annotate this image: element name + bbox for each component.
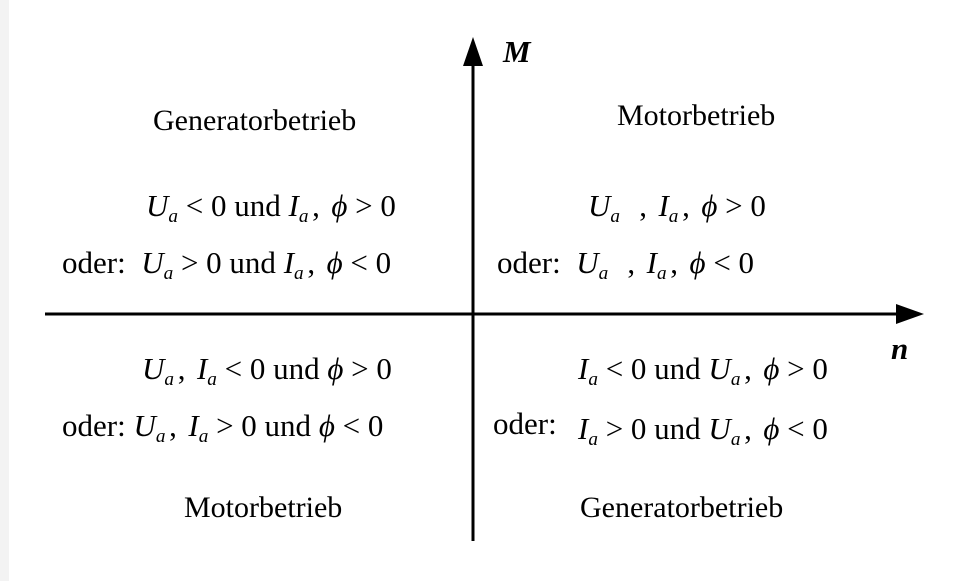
- x-axis-label: n: [891, 331, 909, 366]
- comma: ,: [639, 188, 647, 223]
- comma: ,: [177, 351, 186, 386]
- oder-prefix: oder:: [62, 245, 126, 280]
- symbol-I: I: [658, 188, 669, 223]
- subscript-a: a: [610, 206, 620, 228]
- oder-prefix: oder:: [62, 408, 126, 443]
- symbol-phi: ϕ: [318, 408, 335, 443]
- symbol-I: I: [283, 245, 295, 280]
- lower-left-condition-1: Ua, Ia < 0 und ϕ > 0: [142, 353, 392, 389]
- comma: ,: [627, 245, 636, 280]
- condition-text: < 0 und: [605, 351, 701, 386]
- lower-right-oder-prefix: oder:: [493, 406, 557, 441]
- symbol-U: U: [133, 408, 156, 443]
- symbol-phi: ϕ: [701, 188, 718, 223]
- condition-text: < 0 und: [185, 188, 281, 223]
- subscript-a: a: [730, 369, 741, 391]
- symbol-phi: ϕ: [331, 188, 348, 223]
- subscript-a: a: [668, 206, 679, 228]
- symbol-phi: ϕ: [689, 245, 706, 280]
- condition-text: > 0 und: [216, 408, 312, 443]
- subscript-a: a: [198, 426, 209, 448]
- symbol-U: U: [588, 188, 611, 223]
- condition-text: > 0: [355, 188, 396, 223]
- comma: ,: [169, 408, 177, 443]
- comma: ,: [744, 351, 752, 386]
- subscript-a: a: [163, 263, 174, 285]
- subscript-a: a: [298, 206, 309, 228]
- upper-left-condition-1: Ua < 0 und Ia, ϕ > 0: [146, 190, 396, 226]
- symbol-I: I: [646, 245, 657, 280]
- oder-prefix: oder:: [497, 245, 561, 280]
- comma: ,: [307, 245, 316, 280]
- condition-text: > 0: [351, 351, 392, 386]
- symbol-I: I: [288, 188, 299, 223]
- horizontal-axis-arrowhead: [896, 304, 924, 324]
- subscript-a: a: [168, 206, 178, 228]
- comma: ,: [312, 188, 320, 223]
- y-axis-label: M: [503, 34, 531, 69]
- symbol-phi: ϕ: [763, 411, 780, 446]
- subscript-a: a: [656, 263, 667, 285]
- comma: ,: [682, 188, 690, 223]
- symbol-I: I: [578, 411, 589, 446]
- upper-right-condition-2: oder: Ua , Ia, ϕ < 0: [497, 247, 754, 283]
- condition-text: > 0 und: [605, 411, 701, 446]
- lower-left-title: Motorbetrieb: [184, 491, 343, 524]
- comma: ,: [744, 411, 752, 446]
- symbol-phi: ϕ: [326, 245, 343, 280]
- comma: ,: [670, 245, 679, 280]
- condition-text: < 0: [342, 408, 384, 443]
- condition-text: < 0: [350, 245, 392, 280]
- condition-text: < 0 und: [224, 351, 320, 386]
- lower-right-condition-1: Ia < 0 und Ua, ϕ > 0: [578, 353, 828, 389]
- subscript-a: a: [598, 263, 609, 285]
- symbol-phi: ϕ: [327, 351, 344, 386]
- subscript-a: a: [730, 429, 741, 451]
- condition-text: > 0 und: [180, 245, 276, 280]
- symbol-I: I: [188, 408, 199, 443]
- symbol-U: U: [576, 245, 599, 280]
- upper-right-title: Motorbetrieb: [617, 99, 776, 132]
- condition-text: > 0: [725, 188, 766, 223]
- lower-right-title: Generatorbetrieb: [580, 491, 784, 524]
- subscript-a: a: [155, 426, 166, 448]
- symbol-I: I: [196, 351, 208, 386]
- lower-left-condition-2: oder: Ua, Ia > 0 und ϕ < 0: [62, 410, 383, 446]
- left-edge-strip: [0, 0, 9, 581]
- condition-text: > 0: [787, 351, 828, 386]
- symbol-U: U: [141, 245, 164, 280]
- condition-text: < 0: [713, 245, 755, 280]
- symbol-U: U: [146, 188, 169, 223]
- condition-text: < 0: [787, 411, 828, 446]
- subscript-a: a: [164, 369, 174, 391]
- subscript-a: a: [207, 369, 217, 391]
- lower-right-condition-2: Ia > 0 und Ua, ϕ < 0: [578, 413, 828, 449]
- symbol-I: I: [578, 351, 589, 386]
- upper-left-title: Generatorbetrieb: [153, 104, 357, 137]
- symbol-U: U: [708, 411, 731, 446]
- symbol-phi: ϕ: [763, 351, 780, 386]
- symbol-U: U: [142, 351, 165, 386]
- subscript-a: a: [294, 263, 304, 285]
- symbol-U: U: [708, 351, 731, 386]
- vertical-axis-arrowhead: [463, 37, 483, 66]
- subscript-a: a: [588, 429, 598, 451]
- upper-right-condition-1: Ua , Ia, ϕ > 0: [588, 190, 766, 226]
- upper-left-condition-2: oder: Ua > 0 und Ia, ϕ < 0: [62, 247, 391, 283]
- subscript-a: a: [588, 369, 598, 391]
